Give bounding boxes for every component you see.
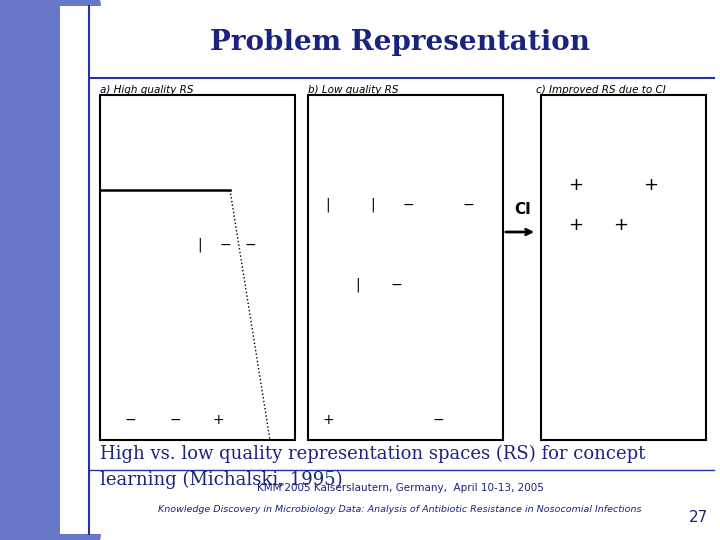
Text: −: − <box>432 413 444 427</box>
Text: −: − <box>402 198 414 212</box>
Bar <box>60 6 89 534</box>
Text: |: | <box>356 278 360 292</box>
Text: +: + <box>569 176 583 194</box>
Bar <box>89 6 720 78</box>
Text: Knowledge Discovery in Microbiology Data: Analysis of Antibiotic Resistance in N: Knowledge Discovery in Microbiology Data… <box>158 505 642 515</box>
Text: CI: CI <box>515 202 531 218</box>
Text: |: | <box>198 238 202 252</box>
Text: −: − <box>244 238 256 252</box>
Text: b) Low quality RS: b) Low quality RS <box>308 85 398 95</box>
Bar <box>89 78 714 470</box>
Text: |: | <box>371 198 375 212</box>
Bar <box>100 95 295 440</box>
Text: KMM'2005 Kaiserslautern, Germany,  April 10-13, 2005: KMM'2005 Kaiserslautern, Germany, April … <box>256 483 544 493</box>
Text: |: | <box>325 198 330 212</box>
Text: High vs. low quality representation spaces (RS) for concept
learning (Michalski,: High vs. low quality representation spac… <box>100 445 645 489</box>
Text: +: + <box>212 413 224 427</box>
Bar <box>541 95 706 440</box>
Bar <box>308 95 503 440</box>
Text: −: − <box>169 413 181 427</box>
Text: 27: 27 <box>689 510 708 525</box>
Text: +: + <box>644 176 659 194</box>
Text: −: − <box>462 198 474 212</box>
Text: −: − <box>219 238 231 252</box>
FancyBboxPatch shape <box>0 0 101 540</box>
Text: −: − <box>124 413 136 427</box>
Text: +: + <box>613 216 629 234</box>
Text: a) High quality RS: a) High quality RS <box>100 85 194 95</box>
Text: +: + <box>322 413 334 427</box>
Bar <box>89 470 714 534</box>
Text: −: − <box>390 278 402 292</box>
Text: +: + <box>569 216 583 234</box>
Text: Problem Representation: Problem Representation <box>210 30 590 57</box>
Text: c) Improved RS due to CI: c) Improved RS due to CI <box>536 85 666 95</box>
